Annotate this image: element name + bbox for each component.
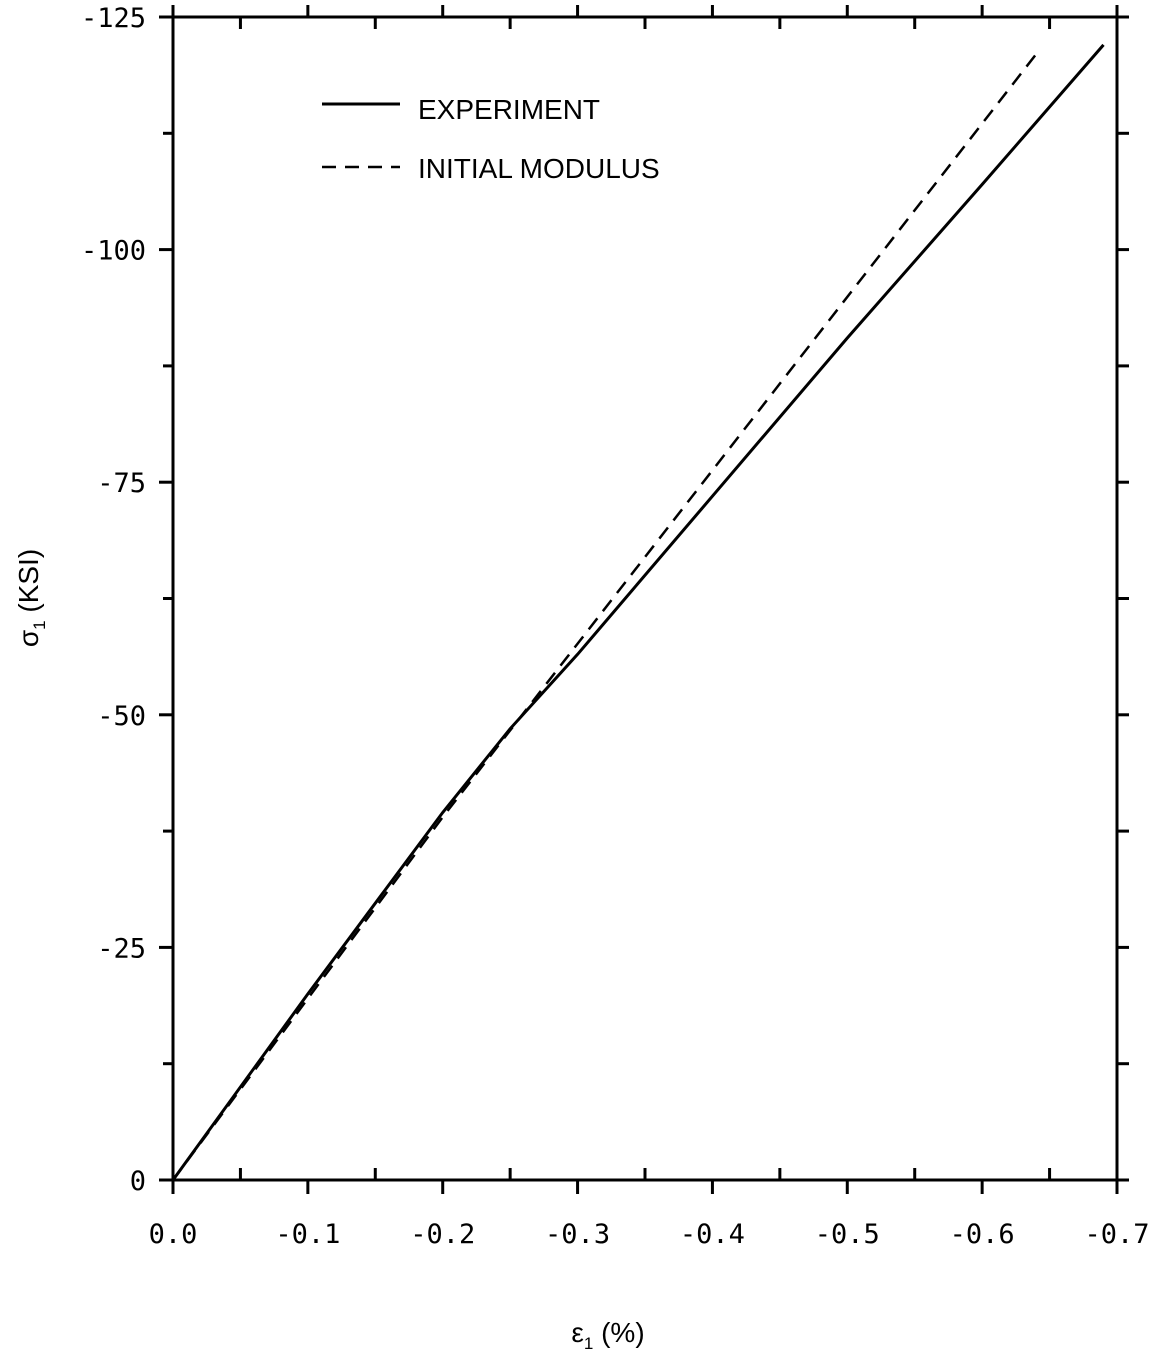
y-tick-label: -75 [97,468,146,499]
series-line-initial-modulus [171,53,1038,1181]
legend-label-initial-modulus: INITIAL MODULUS [418,153,660,184]
tick-labels: 0.0 -0.1 -0.2 -0.3 -0.4 -0.5 -0.6 -0.7 0 -25 -50 -7… [81,3,1150,1250]
y-tick-label: 0 [130,1166,146,1197]
y-tick-label: -100 [81,236,146,267]
x-tick-label: -0.4 [680,1219,745,1250]
x-axis-label-sub: 1 [584,1334,593,1353]
y-tick-label: -50 [97,701,146,732]
x-tick-label: -0.2 [410,1219,475,1250]
axis-ticks [159,5,1129,1194]
x-axis-label-unit: (%) [593,1317,644,1348]
x-tick-label: -0.7 [1084,1219,1149,1250]
x-tick-label: -0.5 [815,1219,880,1250]
x-tick-label: -0.3 [545,1219,610,1250]
x-axis-label-symbol: ε [571,1317,583,1348]
legend-label-experiment: EXPERIMENT [418,94,600,125]
x-tick-label: -0.1 [275,1219,340,1250]
y-axis-label-symbol: σ [13,630,44,647]
x-axis-label: ε1 (%) [571,1317,644,1353]
y-axis-label: σ1 (KSI) [13,549,49,647]
series-line-experiment [171,43,1105,1181]
y-tick-label: -25 [97,933,146,964]
x-tick-label: -0.6 [950,1219,1015,1250]
x-tick-label: 0.0 [149,1219,198,1250]
y-axis-label-sub: 1 [30,620,49,629]
y-tick-label: -125 [81,3,146,34]
legend: EXPERIMENT INITIAL MODULUS [322,94,660,184]
y-axis-label-unit: (KSI) [13,549,44,621]
series-lines [171,43,1105,1181]
